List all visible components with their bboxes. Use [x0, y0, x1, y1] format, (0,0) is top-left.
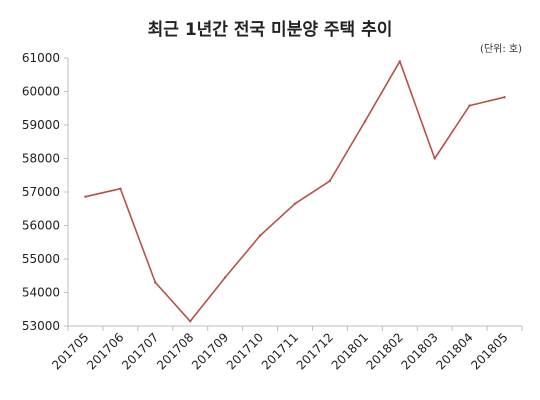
- y-tick-label: 55000: [22, 252, 60, 266]
- y-tick-label: 53000: [22, 319, 60, 333]
- data-point: [84, 195, 87, 198]
- y-tick-label: 54000: [22, 286, 60, 300]
- series-line: [85, 60, 505, 323]
- chart-title: 최근 1년간 전국 미분양 주택 추이: [148, 20, 393, 40]
- y-tick-label: 56000: [22, 219, 60, 233]
- x-tick-label: 201803: [399, 330, 441, 372]
- y-tick-label: 57000: [22, 185, 60, 199]
- x-tick-label: 201801: [329, 330, 371, 372]
- data-point: [293, 202, 297, 205]
- data-point: [398, 60, 401, 63]
- data-point: [154, 281, 157, 284]
- data-point: [328, 179, 332, 183]
- data-point: [468, 104, 471, 107]
- x-tick-label: 201805: [468, 330, 510, 372]
- data-point: [503, 95, 506, 99]
- unit-label: (단위: 호): [480, 42, 522, 55]
- data-point: [258, 234, 262, 237]
- y-tick-label: 58000: [22, 152, 60, 166]
- x-tick-label: 201709: [189, 330, 231, 372]
- data-point: [223, 276, 227, 279]
- y-tick-label: 61000: [22, 51, 60, 65]
- data-point: [189, 320, 192, 323]
- data-point: [119, 187, 122, 190]
- y-tick-label: 59000: [22, 118, 60, 132]
- series-layer: [84, 60, 506, 323]
- x-axis-ticks: 2017052017062017072017082017092017102017…: [49, 326, 523, 373]
- x-tick-label: 201706: [84, 330, 126, 372]
- x-tick-label: 201707: [119, 330, 161, 372]
- x-tick-label: 201710: [224, 330, 266, 372]
- x-tick-label: 201705: [49, 330, 91, 372]
- x-tick-label: 201712: [294, 330, 336, 372]
- data-point: [363, 120, 367, 123]
- x-tick-label: 201804: [433, 330, 475, 372]
- data-point: [433, 157, 436, 160]
- x-tick-label: 201802: [364, 330, 406, 372]
- y-tick-label: 60000: [22, 85, 60, 99]
- x-tick-label: 201708: [154, 330, 196, 372]
- x-tick-label: 201711: [259, 330, 301, 372]
- y-axis-ticks: 53000 54000 55000 56000 57000 58000 59000 60000…: [22, 51, 68, 333]
